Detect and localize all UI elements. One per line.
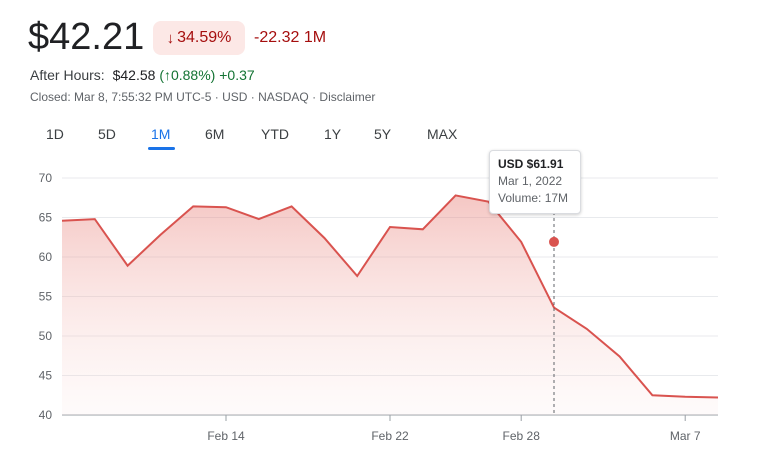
y-tick-label: 60 [39,250,53,264]
tab-5y[interactable]: 5Y [374,126,392,142]
tooltip-price: USD $61.91 [498,157,564,171]
y-tick-label: 65 [39,211,53,225]
tooltip-date: Mar 1, 2022 [498,174,563,188]
after-hours-row: After Hours: $42.58 (↑0.88%) +0.37 [30,67,255,83]
change-percent: 34.59% [177,29,232,46]
tab-max[interactable]: MAX [427,126,458,142]
x-tick-label: Feb 28 [503,429,541,443]
change-amount: -22.32 1M [254,29,327,46]
x-axis: Feb 14 Feb 22 Feb 28 Mar 7 [207,415,701,443]
x-tick-label: Feb 14 [207,429,245,443]
change-percent-badge: ↓ 34.59% [153,21,245,55]
after-hours-change: +0.37 [219,67,255,83]
y-axis: 40 45 50 55 60 65 70 [39,171,53,422]
y-tick-label: 55 [39,290,53,304]
tab-1y[interactable]: 1Y [324,126,342,142]
after-hours-percent: (↑0.88%) [159,67,216,83]
price-line [61,194,719,399]
market-status: Closed: Mar 8, 7:55:32 PM UTC-5 · USD · … [30,90,376,104]
current-price: $42.21 [28,16,145,58]
arrow-down-icon: ↓ [166,29,175,47]
tab-6m[interactable]: 6M [205,126,225,142]
hover-point [549,236,559,247]
tab-ytd[interactable]: YTD [261,126,289,142]
y-tick-label: 50 [39,329,53,343]
x-tick-label: Feb 22 [371,429,409,443]
y-tick-label: 45 [39,369,53,383]
tooltip-volume: Volume: 17M [498,191,569,205]
after-hours-label: After Hours: [30,67,105,83]
after-hours-price: $42.58 [112,67,156,83]
price-chart[interactable]: 40 45 50 55 60 65 70 Feb 14 Feb 22 Feb 28 Mar 7 [0,150,768,453]
tab-1d[interactable]: 1D [46,126,64,142]
price-tooltip: USD $61.91 Mar 1, 2022 Volume: 17M [489,150,581,214]
x-tick-label: Mar 7 [670,429,701,443]
active-tab-indicator [148,147,175,150]
price-area [62,195,718,415]
tab-5d[interactable]: 5D [98,126,116,142]
y-tick-label: 40 [39,408,53,422]
tab-1m[interactable]: 1M [151,126,171,142]
y-tick-label: 70 [39,171,53,185]
